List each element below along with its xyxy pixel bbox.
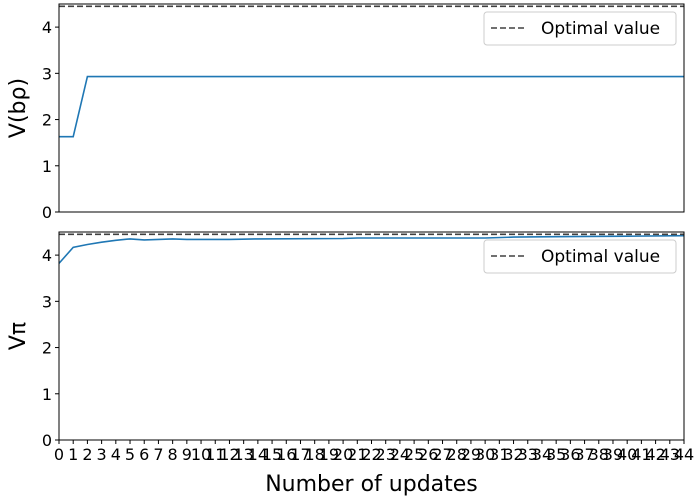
bottom-x-tick-label-10: 10 [191,445,211,464]
bottom-x-tick-label-13: 13 [233,445,253,464]
bottom-plot-content [58,233,685,264]
bottom-x-tick-label-24: 24 [390,445,410,464]
top-y-tick-label-4: 4 [42,18,52,37]
bottom-x-tick-label-26: 26 [418,445,438,464]
bottom-x-tick-label-17: 17 [290,445,310,464]
bottom-x-tick-label-29: 29 [461,445,481,464]
bottom-panel: Optimal value Vπ Number of updates 01234… [6,231,694,497]
bottom-x-tick-label-19: 19 [319,445,339,464]
bottom-x-tick-label-36: 36 [560,445,580,464]
bottom-x-tick-label-40: 40 [617,445,637,464]
bottom-x-tick-label-6: 6 [139,445,149,464]
top-legend: Optimal value [483,11,677,46]
bottom-x-tick-label-3: 3 [97,445,107,464]
bottom-x-tick-label-41: 41 [631,445,651,464]
bottom-x-tick-label-42: 42 [645,445,665,464]
bottom-x-tick-label-1: 1 [68,445,78,464]
bottom-x-tick-label-20: 20 [333,445,353,464]
bottom-x-tick-label-12: 12 [219,445,239,464]
bottom-x-tick-label-7: 7 [153,445,163,464]
bottom-legend-label: Optimal value [541,247,660,267]
top-panel: Optimal value V(bρ) 0 1 2 3 4 [6,3,685,222]
bottom-x-tick-label-15: 15 [262,445,282,464]
x-axis-label: Number of updates [265,472,478,497]
top-y-axis-label: V(bρ) [6,78,31,138]
bottom-x-tick-label-31: 31 [489,445,509,464]
top-y-tick-label-0: 0 [42,203,52,222]
bottom-x-tick-label-8: 8 [168,445,178,464]
bottom-x-tick-label-21: 21 [347,445,367,464]
bottom-x-tick-label-16: 16 [276,445,296,464]
bottom-x-tick-label-43: 43 [660,445,680,464]
bottom-x-tick-label-28: 28 [447,445,467,464]
bottom-legend: Optimal value [483,239,677,274]
bottom-legend-box [483,239,677,274]
bottom-series-line-0 [58,234,685,264]
bottom-x-tick-label-34: 34 [532,445,552,464]
bottom-x-tick-label-9: 9 [182,445,192,464]
bottom-y-tick-label-4: 4 [42,246,52,265]
bottom-x-tick-label-33: 33 [518,445,538,464]
bottom-x-tick-label-23: 23 [376,445,396,464]
bottom-x-tick-label-18: 18 [305,445,325,464]
bottom-y-tick-label-1: 1 [42,385,52,404]
bottom-x-tick-label-39: 39 [603,445,623,464]
bottom-y-tick-label-2: 2 [42,339,52,358]
bottom-x-tick-label-35: 35 [546,445,566,464]
bottom-x-tick-label-32: 32 [503,445,523,464]
top-y-tick-label-3: 3 [42,64,52,83]
top-y-tick-label-2: 2 [42,111,52,130]
top-y-tick-label-1: 1 [42,157,52,176]
bottom-y-tick-label-3: 3 [42,292,52,311]
bottom-y-tick-label-0: 0 [42,431,52,450]
top-series-line-0 [59,75,684,138]
bottom-y-axis-label: Vπ [6,322,31,350]
bottom-x-tick-label-2: 2 [82,445,92,464]
top-axes-frame [58,3,685,213]
bottom-x-tick-label-0: 0 [54,445,64,464]
bottom-x-tick-label-4: 4 [111,445,121,464]
bottom-x-tick-label-38: 38 [589,445,609,464]
bottom-x-tick-label-44: 44 [674,445,694,464]
bottom-x-tick-label-5: 5 [125,445,135,464]
bottom-x-tick-label-27: 27 [432,445,452,464]
bottom-x-tick-label-14: 14 [248,445,268,464]
top-plot-content [59,5,684,138]
top-legend-box [483,11,677,46]
bottom-x-tick-label-25: 25 [404,445,424,464]
bottom-x-tick-label-22: 22 [361,445,381,464]
bottom-x-tick-label-30: 30 [475,445,495,464]
bottom-x-tick-label-11: 11 [205,445,225,464]
top-legend-label: Optimal value [541,19,660,39]
bottom-x-tick-label-37: 37 [574,445,594,464]
